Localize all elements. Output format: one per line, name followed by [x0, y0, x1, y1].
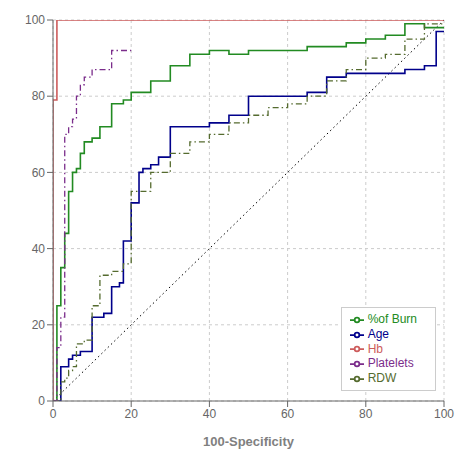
svg-text:40: 40 — [203, 407, 217, 421]
html-text:RDW: RDW — [367, 371, 397, 386]
html-text:Hb: Hb — [367, 341, 383, 356]
svg-text:40: 40 — [32, 242, 46, 256]
svg-text:100-Specificity: 100-Specificity — [203, 434, 295, 449]
svg-text:100: 100 — [25, 13, 45, 27]
svg-text:100: 100 — [434, 407, 454, 421]
svg-text:0: 0 — [50, 407, 57, 421]
html-text:%of Burn: %of Burn — [367, 311, 417, 326]
svg-text:0: 0 — [38, 394, 45, 408]
svg-text:20: 20 — [125, 407, 139, 421]
html-text:Platelets: Platelets — [367, 356, 414, 371]
svg-text:60: 60 — [281, 407, 295, 421]
svg-text:60: 60 — [32, 166, 46, 180]
svg-text:20: 20 — [32, 318, 46, 332]
svg-text:80: 80 — [32, 89, 46, 103]
html-text:Age: Age — [367, 326, 389, 341]
svg-text:80: 80 — [359, 407, 373, 421]
